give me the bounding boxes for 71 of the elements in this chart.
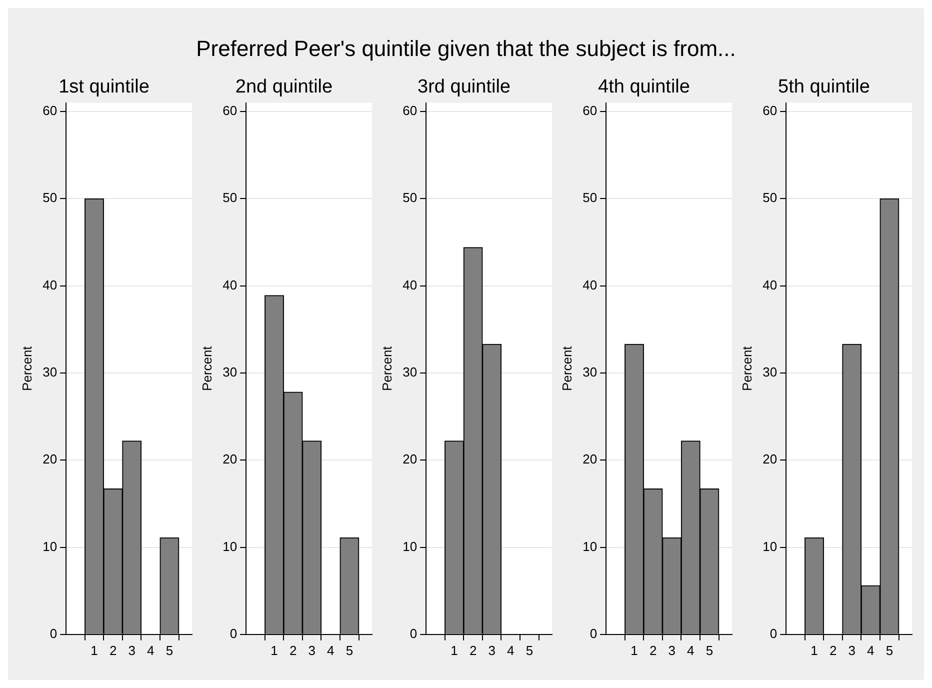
x-tick-label: 2: [469, 642, 477, 658]
y-tick-label: 40: [762, 277, 778, 292]
y-tick-label: 10: [582, 538, 598, 554]
x-tick-label: 1: [270, 642, 278, 658]
chart-title: 5th quintile: [778, 76, 870, 98]
y-tick-label: 30: [222, 364, 238, 380]
x-tick-label: 1: [90, 642, 98, 658]
chart-title: 4th quintile: [598, 76, 690, 98]
y-tick-label: 0: [410, 626, 418, 641]
y-tick-label: 20: [762, 452, 778, 467]
x-tick-label: 3: [308, 642, 316, 658]
y-tick-label: 0: [590, 626, 598, 641]
y-axis-title: Percent: [559, 346, 574, 392]
x-tick-label: 2: [109, 642, 117, 658]
x-tick-label: 5: [526, 642, 534, 658]
y-axis-title: Percent: [739, 346, 754, 392]
y-tick-label: 50: [222, 190, 238, 206]
x-tick-label: 5: [346, 642, 354, 658]
y-tick-label: 40: [42, 277, 58, 292]
y-tick-label: 20: [582, 452, 598, 467]
y-tick-label: 60: [402, 103, 418, 118]
y-tick-label: 50: [762, 190, 778, 206]
x-tick-label: 3: [128, 642, 136, 658]
x-tick-label: 1: [450, 642, 458, 658]
y-tick-label: 20: [402, 452, 418, 467]
x-tick-label: 3: [488, 642, 496, 658]
y-tick-label: 40: [582, 277, 598, 292]
y-tick-label: 30: [42, 364, 58, 380]
y-tick-label: 40: [402, 277, 418, 292]
y-tick-label: 20: [222, 452, 238, 467]
y-tick-label: 50: [402, 190, 418, 206]
y-axis-title: Percent: [199, 346, 214, 392]
x-tick-label: 3: [668, 642, 676, 658]
y-tick-label: 30: [402, 364, 418, 380]
x-tick-label: 4: [507, 642, 514, 658]
y-tick-label: 0: [770, 626, 778, 641]
x-tick-label: 5: [886, 642, 894, 658]
x-tick-label: 2: [649, 642, 657, 658]
y-tick-label: 10: [42, 538, 58, 554]
y-tick-label: 10: [762, 538, 778, 554]
chart-title: 2nd quintile: [235, 76, 333, 98]
y-tick-label: 60: [42, 103, 58, 118]
chart-title: 3rd quintile: [418, 76, 510, 98]
y-tick-label: 30: [762, 364, 778, 380]
x-tick-label: 5: [706, 642, 714, 658]
x-tick-label: 4: [687, 642, 694, 658]
x-tick-label: 4: [147, 642, 154, 658]
y-tick-label: 10: [222, 538, 238, 554]
y-tick-label: 10: [402, 538, 418, 554]
x-tick-label: 4: [867, 642, 874, 658]
x-tick-label: 2: [289, 642, 297, 658]
y-tick-label: 50: [582, 190, 598, 206]
x-tick-label: 1: [630, 642, 638, 658]
y-tick-label: 60: [222, 103, 238, 118]
x-tick-label: 3: [848, 642, 856, 658]
text: Preferred Peer's quintile given that the subject is from...: [195, 36, 737, 62]
x-tick-label: 4: [327, 642, 334, 658]
y-tick-label: 0: [230, 626, 238, 641]
y-tick-label: 20: [42, 452, 58, 467]
y-tick-label: 30: [582, 364, 598, 380]
y-tick-label: 60: [762, 103, 778, 118]
y-axis-title: Percent: [19, 346, 34, 392]
x-tick-label: 1: [810, 642, 818, 658]
y-tick-label: 50: [42, 190, 58, 206]
y-tick-label: 40: [222, 277, 238, 292]
x-tick-label: 2: [829, 642, 837, 658]
y-axis-title: Percent: [379, 346, 394, 392]
chart-title: 1st quintile: [58, 76, 150, 98]
x-tick-label: 5: [166, 642, 174, 658]
y-tick-label: 60: [582, 103, 598, 118]
y-tick-label: 0: [50, 626, 58, 641]
